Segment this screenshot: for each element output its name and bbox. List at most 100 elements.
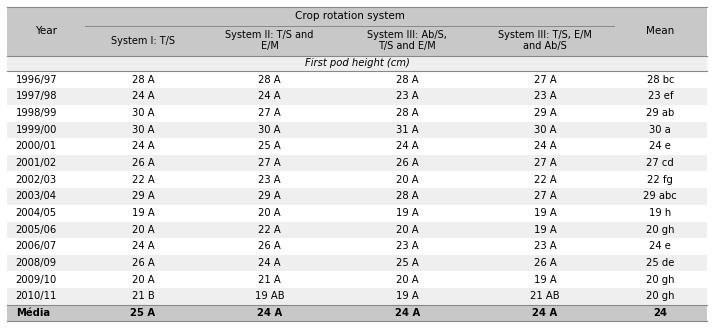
Bar xyxy=(85,171,201,188)
Bar xyxy=(338,171,476,188)
Text: 22 A: 22 A xyxy=(533,175,556,185)
Bar xyxy=(201,88,338,105)
Bar xyxy=(338,221,476,238)
Bar xyxy=(7,171,85,188)
Bar xyxy=(614,171,707,188)
Bar xyxy=(338,238,476,255)
Bar xyxy=(476,121,614,138)
Bar xyxy=(201,238,338,255)
Bar xyxy=(85,271,201,288)
Text: System I: T/S: System I: T/S xyxy=(111,36,175,46)
Bar xyxy=(338,288,476,305)
Bar xyxy=(476,288,614,305)
Text: 21 B: 21 B xyxy=(131,291,154,301)
Bar xyxy=(614,171,707,172)
Bar xyxy=(338,205,476,221)
Text: 26 A: 26 A xyxy=(131,158,154,168)
Bar xyxy=(614,71,707,88)
Text: 25 A: 25 A xyxy=(131,308,156,318)
Bar xyxy=(85,88,201,105)
Bar xyxy=(85,105,201,121)
Bar xyxy=(201,305,338,321)
Text: 30 A: 30 A xyxy=(132,125,154,135)
Bar xyxy=(7,105,85,121)
Text: 20 A: 20 A xyxy=(131,225,154,235)
Text: 24 A: 24 A xyxy=(533,308,558,318)
Text: 19 A: 19 A xyxy=(131,208,154,218)
Bar xyxy=(201,255,338,271)
Bar xyxy=(338,56,476,71)
Bar xyxy=(201,105,338,121)
Bar xyxy=(614,7,707,56)
Bar xyxy=(7,288,85,305)
Text: 26 A: 26 A xyxy=(533,258,556,268)
Bar xyxy=(476,305,614,321)
Text: 23 A: 23 A xyxy=(258,175,281,185)
Bar xyxy=(7,271,85,272)
Text: 31 A: 31 A xyxy=(396,125,418,135)
Bar xyxy=(85,121,201,138)
Bar xyxy=(476,26,614,56)
Text: 24 A: 24 A xyxy=(131,241,154,251)
Text: 28 A: 28 A xyxy=(131,75,154,85)
Text: Year: Year xyxy=(35,26,57,36)
Bar xyxy=(85,271,201,272)
Bar xyxy=(476,155,614,171)
Text: 29 abc: 29 abc xyxy=(643,191,677,201)
Text: 21 AB: 21 AB xyxy=(530,291,560,301)
Text: 20 A: 20 A xyxy=(396,275,418,285)
Bar xyxy=(201,205,338,221)
Bar xyxy=(7,121,85,138)
Text: 23 ef: 23 ef xyxy=(648,91,673,101)
Bar xyxy=(338,88,476,105)
Bar xyxy=(338,121,476,122)
Text: 23 A: 23 A xyxy=(533,91,556,101)
Bar xyxy=(476,171,614,188)
Text: 24 A: 24 A xyxy=(258,91,281,101)
Text: 22 fg: 22 fg xyxy=(648,175,673,185)
Text: 20 A: 20 A xyxy=(258,208,281,218)
Text: 29 ab: 29 ab xyxy=(646,108,675,118)
Text: 24: 24 xyxy=(653,308,668,318)
Text: 25 de: 25 de xyxy=(646,258,675,268)
Text: Média: Média xyxy=(16,308,50,318)
Text: 24 A: 24 A xyxy=(396,141,418,151)
Text: 27 A: 27 A xyxy=(258,108,281,118)
Bar xyxy=(201,221,338,222)
Bar xyxy=(201,188,338,205)
Bar xyxy=(7,305,85,321)
Bar xyxy=(7,56,85,71)
Bar xyxy=(476,121,614,122)
Bar xyxy=(7,255,85,271)
Bar xyxy=(7,7,85,56)
Text: 29 A: 29 A xyxy=(258,191,281,201)
Text: 29 A: 29 A xyxy=(533,108,556,118)
Bar xyxy=(476,221,614,222)
Text: 27 A: 27 A xyxy=(533,191,556,201)
Bar xyxy=(201,121,338,138)
Text: 2005/06: 2005/06 xyxy=(16,225,57,235)
Text: 23 A: 23 A xyxy=(396,91,418,101)
Bar xyxy=(614,221,707,238)
Bar xyxy=(85,71,201,88)
Text: 27 A: 27 A xyxy=(533,158,556,168)
Bar xyxy=(338,271,476,288)
Bar xyxy=(476,71,614,88)
Text: 26 A: 26 A xyxy=(131,258,154,268)
Text: 2000/01: 2000/01 xyxy=(16,141,57,151)
Bar xyxy=(338,121,476,138)
Bar xyxy=(476,205,614,221)
Text: 26 A: 26 A xyxy=(396,158,418,168)
Bar xyxy=(614,138,707,155)
Bar xyxy=(201,71,338,88)
Bar xyxy=(476,105,614,121)
Text: 19 A: 19 A xyxy=(533,225,556,235)
Text: 24 A: 24 A xyxy=(131,91,154,101)
Bar xyxy=(338,188,476,205)
Text: 19 h: 19 h xyxy=(649,208,671,218)
Bar xyxy=(201,56,338,71)
Text: 26 A: 26 A xyxy=(258,241,281,251)
Text: Mean: Mean xyxy=(646,26,675,36)
Text: 30 A: 30 A xyxy=(132,108,154,118)
Text: 24 A: 24 A xyxy=(395,308,420,318)
